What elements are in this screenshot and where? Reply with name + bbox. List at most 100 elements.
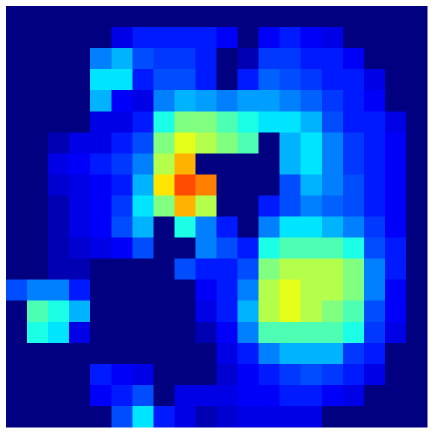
heat-cell xyxy=(300,405,323,428)
heat-cell xyxy=(279,132,302,154)
heat-cell xyxy=(216,405,239,428)
heat-cell xyxy=(300,111,323,133)
heat-cell xyxy=(216,195,239,217)
heat-cell xyxy=(405,363,428,386)
heat-cell xyxy=(300,90,323,112)
heat-cell xyxy=(405,258,428,281)
heat-cell xyxy=(69,300,91,323)
heat-cell xyxy=(48,132,70,154)
heat-cell xyxy=(90,363,112,386)
heat-cell xyxy=(405,69,428,91)
heat-cell xyxy=(6,90,28,112)
heat-cell xyxy=(405,6,428,28)
heat-cell xyxy=(132,342,154,365)
heat-cell xyxy=(111,363,133,386)
heat-cell xyxy=(132,48,154,70)
heat-cell xyxy=(174,132,196,154)
heat-cell xyxy=(90,342,112,365)
heat-cell xyxy=(69,384,91,407)
heat-cell xyxy=(216,48,239,70)
heat-cell xyxy=(69,153,91,175)
heat-cell xyxy=(237,342,260,365)
heat-cell xyxy=(48,6,70,28)
heat-cell xyxy=(153,90,175,112)
heat-cell xyxy=(27,342,49,365)
heat-cell xyxy=(174,279,196,302)
heat-cell xyxy=(363,279,386,302)
heat-cell xyxy=(195,195,217,217)
heat-cell xyxy=(48,363,70,386)
heat-cell xyxy=(111,384,133,407)
heat-cell xyxy=(279,111,302,133)
heat-cell xyxy=(111,342,133,365)
heat-cell xyxy=(111,258,133,281)
heat-cell xyxy=(279,27,302,49)
heat-cell xyxy=(342,132,365,154)
heat-cell xyxy=(48,384,70,407)
heat-cell xyxy=(174,216,196,239)
heat-cell xyxy=(48,300,70,323)
heat-cell xyxy=(300,6,323,28)
heat-cell xyxy=(132,6,154,28)
heat-cell xyxy=(363,153,386,175)
heat-cell xyxy=(27,405,49,428)
heat-cell xyxy=(237,174,260,196)
heat-cell xyxy=(174,48,196,70)
heat-cell xyxy=(90,27,112,49)
heat-cell xyxy=(405,321,428,344)
heat-cell xyxy=(153,300,175,323)
heat-cell xyxy=(153,69,175,91)
heat-cell xyxy=(258,321,281,344)
heat-cell xyxy=(132,300,154,323)
heat-cell xyxy=(279,174,302,196)
heat-cell xyxy=(69,363,91,386)
heat-cell xyxy=(6,111,28,133)
heat-cell xyxy=(342,174,365,196)
heat-cell xyxy=(300,216,323,239)
heat-cell xyxy=(342,111,365,133)
heat-cell xyxy=(258,27,281,49)
heat-cell xyxy=(27,195,49,217)
heat-cell xyxy=(216,258,239,281)
heat-cell xyxy=(27,153,49,175)
heat-cell xyxy=(27,27,49,49)
heat-cell xyxy=(48,216,70,239)
heat-cell xyxy=(90,384,112,407)
heat-cell xyxy=(384,90,407,112)
heat-cell xyxy=(69,279,91,302)
heat-cell xyxy=(363,90,386,112)
heat-cell xyxy=(279,90,302,112)
heat-cell xyxy=(132,279,154,302)
heat-cell xyxy=(111,174,133,196)
heat-cell xyxy=(48,237,70,260)
heat-cell xyxy=(279,342,302,365)
heat-cell xyxy=(321,69,344,91)
heat-cell xyxy=(300,300,323,323)
heat-cell xyxy=(363,384,386,407)
heat-cell xyxy=(363,216,386,239)
heat-cell xyxy=(321,342,344,365)
heat-cell xyxy=(258,132,281,154)
heat-cell xyxy=(69,237,91,260)
heat-cell xyxy=(216,174,239,196)
heat-cell xyxy=(321,384,344,407)
heat-cell xyxy=(27,174,49,196)
heat-cell xyxy=(6,174,28,196)
heat-cell xyxy=(132,384,154,407)
heat-cell xyxy=(27,90,49,112)
heat-cell xyxy=(132,111,154,133)
heat-cell xyxy=(258,174,281,196)
heat-cell xyxy=(237,195,260,217)
heat-cell xyxy=(90,195,112,217)
heat-cell xyxy=(321,258,344,281)
heat-cell xyxy=(6,216,28,239)
heat-cell xyxy=(237,321,260,344)
heat-cell xyxy=(195,384,217,407)
heat-cell xyxy=(153,405,175,428)
heat-cell xyxy=(258,90,281,112)
heat-cell xyxy=(111,216,133,239)
heat-cell xyxy=(405,405,428,428)
heat-cell xyxy=(6,258,28,281)
heat-cell xyxy=(216,384,239,407)
heat-cell xyxy=(363,132,386,154)
